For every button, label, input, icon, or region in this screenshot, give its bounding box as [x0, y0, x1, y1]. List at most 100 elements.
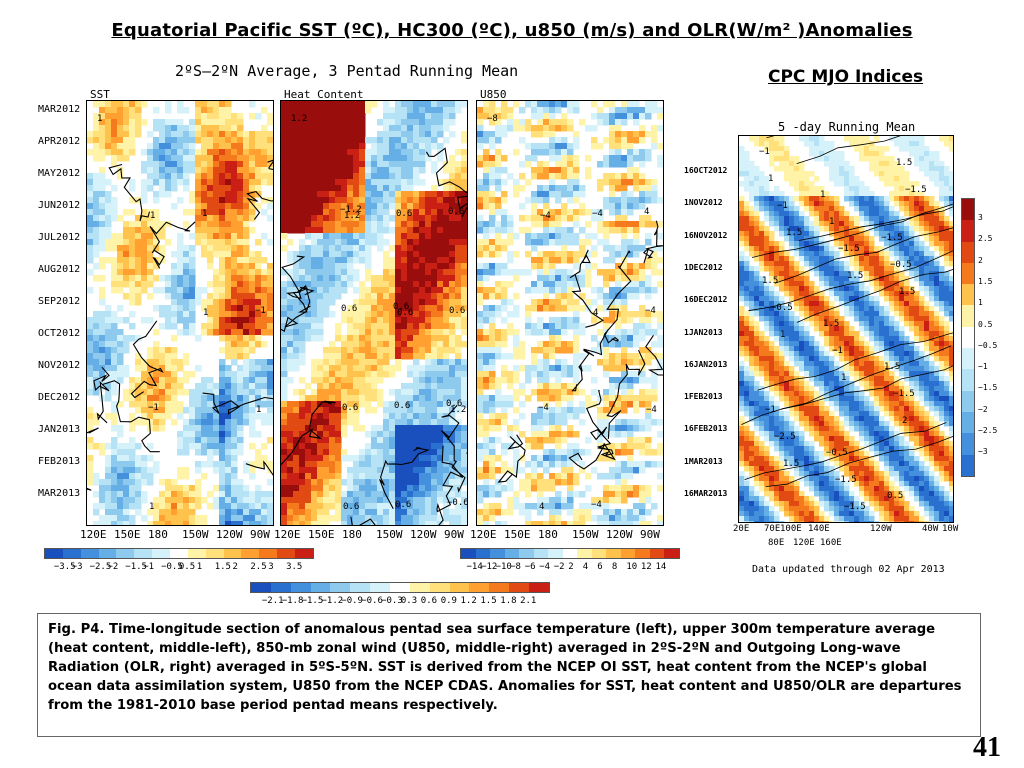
- field-cell: [159, 347, 166, 354]
- field-cell: [329, 341, 336, 348]
- field-cell: [597, 305, 604, 312]
- field-cell: [443, 353, 450, 360]
- field-cell: [639, 491, 646, 498]
- field-cell: [317, 317, 324, 324]
- field-cell: [267, 215, 273, 222]
- field-cell: [261, 521, 268, 525]
- field-cell: [105, 233, 112, 240]
- field-cell: [507, 443, 514, 450]
- field-cell: [657, 473, 663, 480]
- field-cell: [413, 149, 420, 156]
- field-cell: [449, 161, 456, 168]
- field-cell: [93, 371, 100, 378]
- field-cell: [311, 113, 318, 120]
- field-cell: [281, 371, 288, 378]
- field-cell: [489, 143, 496, 150]
- field-cell: [359, 293, 366, 300]
- field-cell: [177, 119, 184, 126]
- field-cell: [383, 137, 390, 144]
- field-cell: [495, 269, 502, 276]
- field-cell: [413, 221, 420, 228]
- field-cell: [567, 155, 574, 162]
- field-cell: [267, 143, 273, 150]
- field-cell: [281, 143, 288, 150]
- field-cell: [359, 353, 366, 360]
- field-cell: [249, 143, 256, 150]
- field-cell: [255, 359, 262, 366]
- field-cell: [159, 245, 166, 252]
- field-cell: [353, 167, 360, 174]
- field-cell: [299, 437, 306, 444]
- field-cell: [299, 353, 306, 360]
- field-cell: [525, 269, 532, 276]
- field-cell: [627, 359, 634, 366]
- field-cell: [249, 341, 256, 348]
- field-cell: [213, 413, 220, 420]
- field-cell: [615, 287, 622, 294]
- field-cell: [99, 185, 106, 192]
- field-cell: [243, 227, 250, 234]
- field-cell: [513, 311, 520, 318]
- field-cell: [147, 221, 154, 228]
- field-cell: [93, 209, 100, 216]
- field-cell: [165, 167, 172, 174]
- field-cell: [311, 515, 318, 522]
- field-cell: [501, 365, 508, 372]
- field-cell: [413, 383, 420, 390]
- field-cell: [153, 239, 160, 246]
- contour-line: [379, 447, 430, 510]
- field-cell: [293, 461, 300, 468]
- field-cell: [377, 191, 384, 198]
- field-cell: [549, 437, 556, 444]
- field-cell: [543, 269, 550, 276]
- contour-line: [245, 460, 273, 509]
- field-cell: [567, 107, 574, 114]
- field-cell: [123, 293, 130, 300]
- field-cell: [293, 143, 300, 150]
- field-cell: [645, 197, 652, 204]
- field-cell: [425, 137, 432, 144]
- field-cell: [255, 173, 262, 180]
- field-cell: [401, 251, 408, 258]
- field-cell: [305, 197, 312, 204]
- field-cell: [207, 461, 214, 468]
- field-cell: [293, 173, 300, 180]
- field-cell: [413, 125, 420, 132]
- field-cell: [383, 191, 390, 198]
- field-cell: [329, 311, 336, 318]
- field-cell: [237, 383, 244, 390]
- field-cell: [449, 347, 456, 354]
- field-cell: [431, 503, 438, 510]
- field-cell: [311, 245, 318, 252]
- field-cell: [371, 449, 378, 456]
- field-cell: [323, 143, 330, 150]
- field-cell: [585, 269, 592, 276]
- field-cell: [219, 485, 226, 492]
- field-cell: [419, 365, 426, 372]
- field-cell: [207, 137, 214, 144]
- field-cell: [299, 347, 306, 354]
- field-cell: [261, 155, 268, 162]
- field-cell: [395, 191, 402, 198]
- field-cell: [389, 257, 396, 264]
- field-cell: [425, 389, 432, 396]
- field-cell: [231, 209, 238, 216]
- field-cell: [621, 263, 628, 270]
- field-cell: [407, 137, 414, 144]
- field-cell: [207, 191, 214, 198]
- field-cell: [401, 245, 408, 252]
- field-cell: [621, 317, 628, 324]
- field-cell: [347, 107, 354, 114]
- field-cell: [371, 485, 378, 492]
- field-cell: [651, 449, 658, 456]
- field-cell: [573, 479, 580, 486]
- field-cell: [483, 443, 490, 450]
- field-cell: [639, 449, 646, 456]
- field-cell: [329, 515, 336, 522]
- field-cell: [657, 221, 663, 228]
- field-cell: [455, 209, 462, 216]
- field-cell: [231, 233, 238, 240]
- field-cell: [359, 179, 366, 186]
- field-cell: [483, 425, 490, 432]
- field-cell: [261, 149, 268, 156]
